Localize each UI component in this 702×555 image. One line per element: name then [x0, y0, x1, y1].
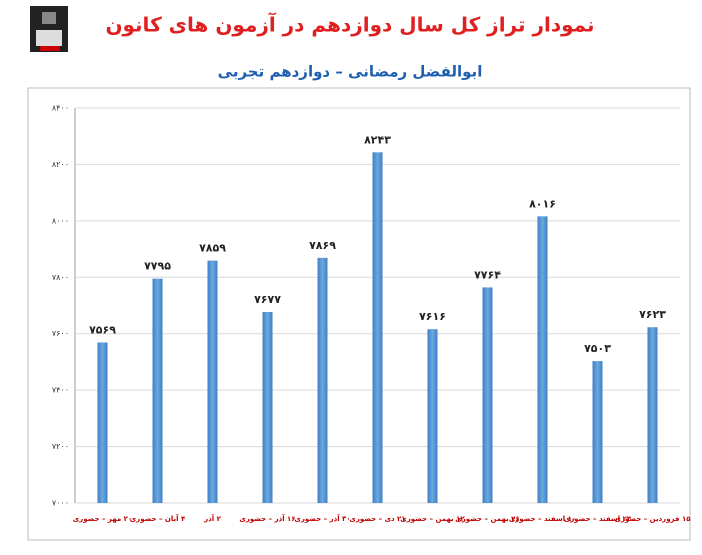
y-tick-label: ۷۴۰۰: [52, 386, 69, 395]
bar: [372, 152, 383, 503]
x-tick-label: ۲۶ بهمن – حضوری: [455, 515, 519, 523]
bar: [317, 257, 328, 503]
bar: [207, 260, 218, 503]
value-label: ۷۷۹۵: [144, 260, 171, 273]
value-label: ۷۶۲۳: [639, 308, 666, 321]
bar: [262, 311, 273, 503]
x-tick-label: ۲۴ اسفند – حضوری: [564, 515, 632, 523]
x-tick-label: ۱۵ فروردین – حضوری: [615, 515, 692, 523]
bar: [152, 278, 163, 503]
value-label: ۸۲۴۳: [364, 133, 391, 146]
y-tick-label: ۷۸۰۰: [52, 273, 69, 282]
x-tick-label: ۱۰ اسفند – حضوری: [509, 515, 576, 523]
y-tick-label: ۸۰۰۰: [52, 216, 69, 225]
value-label: ۸۰۱۶: [529, 197, 556, 210]
y-tick-label: ۷۶۰۰: [52, 329, 69, 338]
bar: [592, 361, 603, 503]
logo: [30, 6, 68, 52]
value-label: ۷۸۵۹: [199, 242, 226, 255]
x-tick-label: ۲۱ دی – حضوری: [349, 515, 405, 523]
value-label: ۷۶۱۶: [419, 310, 446, 323]
y-tick-label: ۸۴۰۰: [52, 104, 69, 113]
chart-subtitle: ابوالفضل رمضانی – دوازدهم تجربی: [218, 63, 483, 81]
value-label: ۷۸۶۹: [309, 239, 336, 252]
y-tick-label: ۷۲۰۰: [52, 442, 69, 451]
x-tick-label: ۱۲ بهمن – حضوری: [400, 515, 465, 523]
value-label: ۷۵۶۹: [89, 323, 116, 336]
bar: [427, 329, 438, 503]
value-label: ۷۶۷۷: [254, 293, 281, 306]
value-label: ۷۷۶۴: [474, 268, 501, 281]
x-tick-label: ۴ آبان – حضوری: [130, 514, 186, 523]
y-tick-label: ۸۲۰۰: [52, 160, 69, 169]
bar: [482, 287, 493, 503]
chart-title: نمودار تراز کل سال دوازدهم در آزمون های …: [105, 12, 594, 37]
x-tick-label: ۲ آذر: [203, 514, 221, 523]
x-tick-label: ۲۰ مهر – حضوری: [73, 515, 132, 523]
bar: [97, 342, 108, 503]
chart-frame: [27, 87, 691, 541]
x-tick-label: ۳۰ آذر – حضوری: [294, 514, 350, 523]
bar: [537, 216, 548, 504]
x-tick-label: ۱۶ آذر – حضوری: [239, 514, 295, 523]
bar: [647, 327, 658, 503]
y-tick-label: ۷۰۰۰: [52, 499, 69, 508]
value-label: ۷۵۰۳: [584, 342, 611, 355]
